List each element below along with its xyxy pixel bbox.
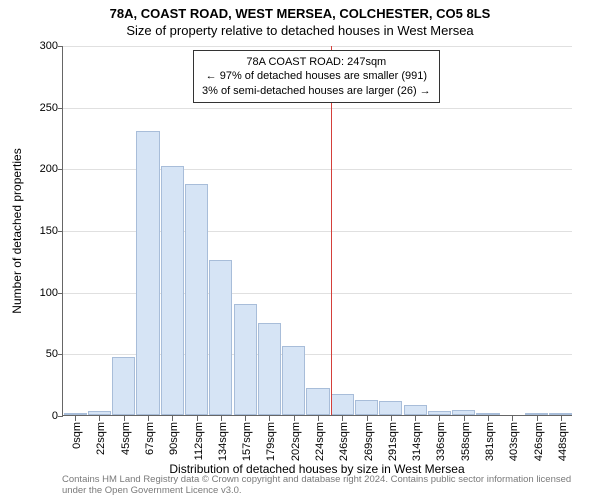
x-tick-mark	[318, 416, 319, 421]
x-tick-label: 426sqm	[533, 422, 545, 461]
x-tick-label: 224sqm	[314, 422, 326, 461]
x-tick-mark	[464, 416, 465, 421]
x-tick-label: 269sqm	[363, 422, 375, 461]
chart-title-line2: Size of property relative to detached ho…	[0, 21, 600, 44]
y-tick-mark	[58, 169, 63, 170]
y-tick-mark	[58, 354, 63, 355]
x-tick-label: 358sqm	[460, 422, 472, 461]
bar	[234, 304, 257, 415]
x-tick-label: 202sqm	[290, 422, 302, 461]
plot-area: 0501001502002503000sqm22sqm45sqm67sqm90s…	[62, 46, 572, 416]
annotation-box: 78A COAST ROAD: 247sqm← 97% of detached …	[193, 50, 440, 103]
x-tick-label: 45sqm	[120, 422, 132, 455]
annotation-line: 78A COAST ROAD: 247sqm	[202, 55, 431, 69]
credit-text: Contains HM Land Registry data © Crown c…	[62, 474, 582, 496]
bar	[112, 357, 135, 415]
x-tick-mark	[342, 416, 343, 421]
x-tick-label: 179sqm	[265, 422, 277, 461]
x-tick-label: 134sqm	[217, 422, 229, 461]
x-tick-mark	[124, 416, 125, 421]
x-tick-label: 291sqm	[387, 422, 399, 461]
x-tick-mark	[197, 416, 198, 421]
y-tick-mark	[58, 108, 63, 109]
y-tick-label: 250	[18, 102, 58, 114]
x-tick-mark	[294, 416, 295, 421]
x-tick-mark	[99, 416, 100, 421]
y-tick-label: 50	[18, 348, 58, 360]
bar	[64, 413, 87, 415]
x-tick-label: 157sqm	[241, 422, 253, 461]
chart-plot-area: 0501001502002503000sqm22sqm45sqm67sqm90s…	[62, 46, 572, 416]
y-tick-mark	[58, 231, 63, 232]
x-tick-label: 336sqm	[435, 422, 447, 461]
x-tick-mark	[269, 416, 270, 421]
x-tick-label: 448sqm	[557, 422, 569, 461]
x-tick-mark	[245, 416, 246, 421]
x-tick-label: 90sqm	[168, 422, 180, 455]
bar	[404, 405, 427, 415]
y-tick-mark	[58, 46, 63, 47]
annotation-line: ← 97% of detached houses are smaller (99…	[202, 69, 431, 83]
x-tick-label: 67sqm	[144, 422, 156, 455]
x-tick-mark	[367, 416, 368, 421]
bar	[549, 413, 572, 415]
annotation-line: 3% of semi-detached houses are larger (2…	[202, 84, 431, 98]
y-tick-label: 200	[18, 163, 58, 175]
gridline	[63, 108, 572, 109]
x-tick-mark	[391, 416, 392, 421]
bar	[476, 413, 499, 415]
x-tick-mark	[415, 416, 416, 421]
x-tick-mark	[221, 416, 222, 421]
bar	[161, 166, 184, 415]
x-tick-mark	[439, 416, 440, 421]
x-tick-mark	[512, 416, 513, 421]
x-tick-label: 22sqm	[95, 422, 107, 455]
gridline	[63, 46, 572, 47]
bar	[185, 184, 208, 415]
y-tick-mark	[58, 293, 63, 294]
y-tick-label: 150	[18, 225, 58, 237]
bar	[282, 346, 305, 415]
bar	[88, 411, 111, 415]
bar	[525, 413, 548, 415]
x-tick-label: 112sqm	[193, 422, 205, 460]
y-tick-label: 100	[18, 287, 58, 299]
bar	[258, 323, 281, 416]
x-tick-mark	[537, 416, 538, 421]
chart-title-line1: 78A, COAST ROAD, WEST MERSEA, COLCHESTER…	[0, 0, 600, 21]
bar	[136, 131, 159, 415]
x-tick-label: 403sqm	[508, 422, 520, 461]
x-tick-label: 0sqm	[71, 422, 83, 449]
x-tick-label: 314sqm	[411, 422, 423, 461]
x-tick-mark	[172, 416, 173, 421]
x-tick-label: 381sqm	[484, 422, 496, 461]
x-tick-mark	[561, 416, 562, 421]
y-tick-label: 300	[18, 40, 58, 52]
bar	[209, 260, 232, 415]
bar	[331, 394, 354, 415]
x-tick-mark	[488, 416, 489, 421]
y-tick-label: 0	[18, 410, 58, 422]
bar	[428, 411, 451, 415]
y-tick-mark	[58, 416, 63, 417]
bar	[379, 401, 402, 415]
bar	[306, 388, 329, 415]
x-tick-mark	[148, 416, 149, 421]
bar	[355, 400, 378, 415]
bar	[452, 410, 475, 415]
x-tick-label: 246sqm	[338, 422, 350, 461]
x-tick-mark	[75, 416, 76, 421]
